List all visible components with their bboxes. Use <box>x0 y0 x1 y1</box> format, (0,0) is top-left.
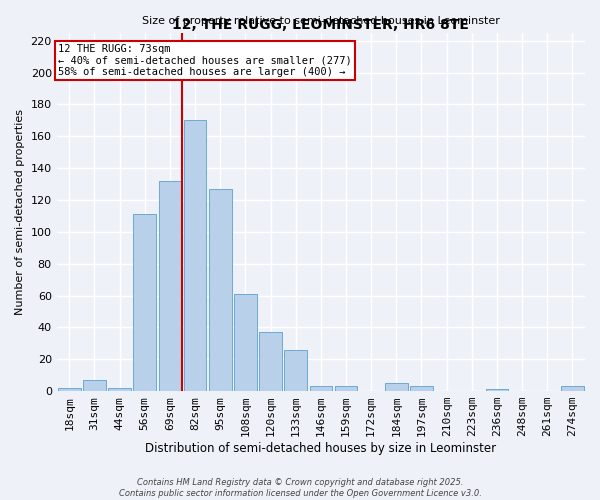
Text: 12 THE RUGG: 73sqm
← 40% of semi-detached houses are smaller (277)
58% of semi-d: 12 THE RUGG: 73sqm ← 40% of semi-detache… <box>58 44 352 77</box>
Bar <box>133 214 156 391</box>
Title: 12, THE RUGG, LEOMINSTER, HR6 8TE: 12, THE RUGG, LEOMINSTER, HR6 8TE <box>172 18 469 32</box>
Bar <box>310 386 332 391</box>
Bar <box>485 390 508 391</box>
Bar <box>234 294 257 391</box>
Y-axis label: Number of semi-detached properties: Number of semi-detached properties <box>15 109 25 315</box>
Bar <box>184 120 206 391</box>
Bar <box>83 380 106 391</box>
Bar <box>158 181 181 391</box>
X-axis label: Distribution of semi-detached houses by size in Leominster: Distribution of semi-detached houses by … <box>145 442 496 455</box>
Bar <box>58 388 80 391</box>
Bar <box>259 332 282 391</box>
Bar <box>335 386 358 391</box>
Text: Size of property relative to semi-detached houses in Leominster: Size of property relative to semi-detach… <box>142 16 500 26</box>
Bar <box>561 386 584 391</box>
Bar <box>385 383 407 391</box>
Bar <box>284 350 307 391</box>
Text: Contains HM Land Registry data © Crown copyright and database right 2025.
Contai: Contains HM Land Registry data © Crown c… <box>119 478 481 498</box>
Bar <box>410 386 433 391</box>
Bar <box>108 388 131 391</box>
Bar <box>209 189 232 391</box>
